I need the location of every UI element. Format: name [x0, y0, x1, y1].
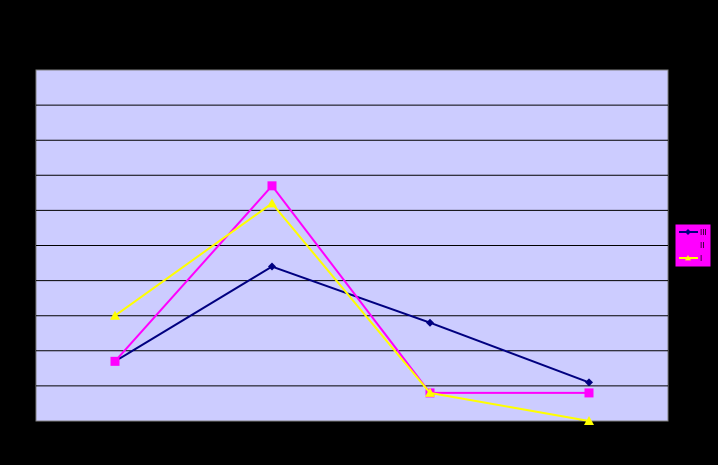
gridlines	[36, 104, 668, 387]
series-line-I	[114, 202, 590, 422]
series-line-III	[114, 265, 590, 384]
legend-item-II: II	[679, 241, 704, 250]
legend-marker-I	[685, 255, 691, 261]
data-point-I-2	[267, 198, 277, 208]
series-line-II	[114, 184, 589, 394]
data-point-I-1	[110, 310, 120, 320]
data-point-II-1	[110, 356, 120, 366]
data-point-II-2	[267, 181, 277, 191]
legend-label-I: I	[700, 254, 702, 263]
series-I	[110, 198, 594, 425]
data-point-III-4	[585, 378, 593, 387]
legend-marker-III	[685, 229, 691, 235]
legend-item-III: III	[679, 228, 707, 237]
legend-label-III: III	[700, 228, 707, 237]
data-point-I-4	[584, 416, 594, 425]
data-point-II-4	[584, 388, 594, 398]
legend-item-I: I	[679, 254, 702, 263]
legend-label-II: II	[700, 241, 704, 250]
data-point-III-3	[426, 318, 434, 327]
data-point-III-2	[268, 262, 276, 271]
series-layer	[110, 181, 594, 425]
legend-marker-II	[685, 242, 691, 248]
data-point-I-3	[425, 387, 435, 397]
